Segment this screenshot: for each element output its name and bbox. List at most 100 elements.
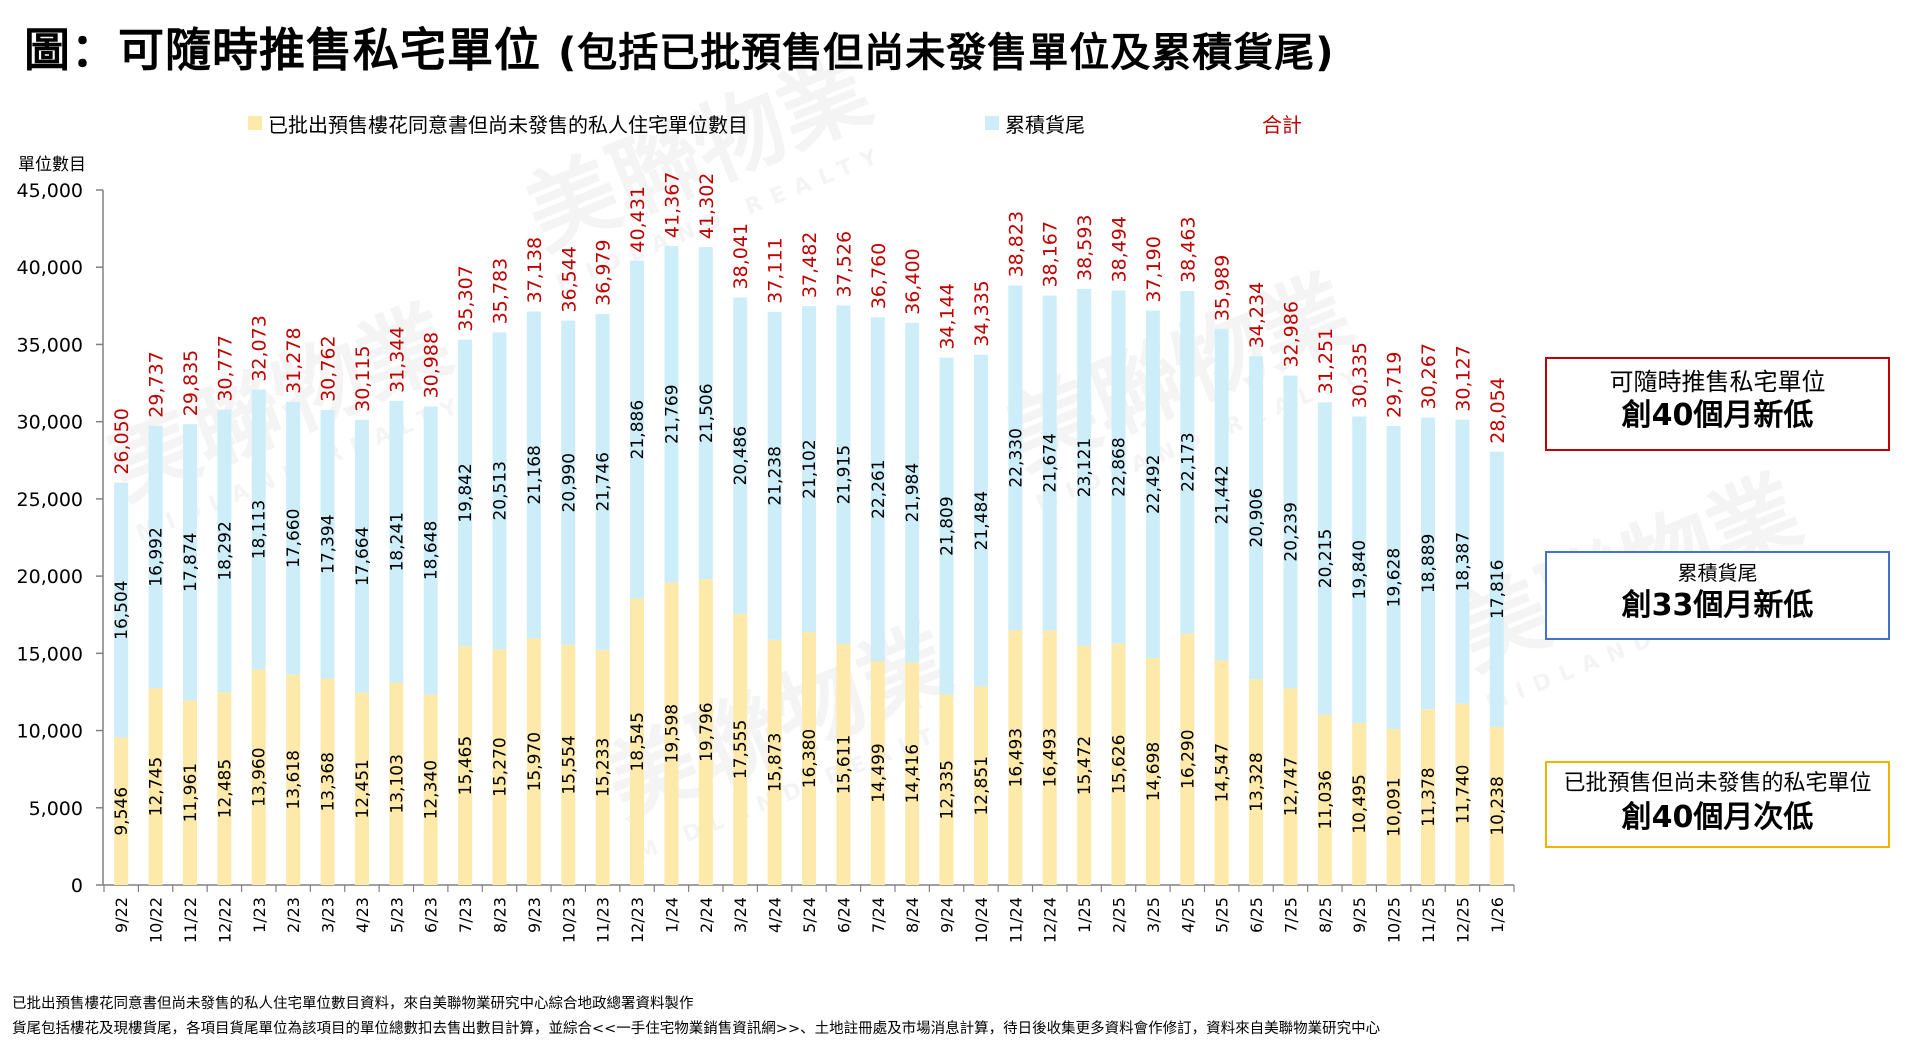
y-tick-label: 40,000: [17, 257, 83, 279]
bar-inventory: [286, 401, 301, 675]
bar-inventory: [458, 339, 473, 647]
chart-title: 圖：可隨時推售私宅單位 (包括已批預售但尚未發售單位及累積貨尾): [24, 14, 1335, 80]
bar-presale: [217, 692, 232, 885]
x-tick-label: 5/23: [387, 897, 406, 933]
data-label-inventory: 21,102: [800, 439, 820, 498]
data-label-presale: 12,335: [938, 760, 958, 819]
legend-label-presale: 已批出預售樓花同意書但尚未發售的私人住宅單位數目: [268, 112, 748, 137]
bar-inventory: [561, 320, 576, 645]
x-tick-label: 8/23: [490, 897, 509, 933]
x-tick-label: 2/24: [697, 897, 716, 933]
x-tick-label: 11/22: [181, 897, 200, 943]
data-label-inventory: 22,261: [869, 459, 889, 518]
data-label-inventory: 23,121: [1075, 438, 1095, 497]
legend-swatch-presale: [248, 116, 262, 130]
legend-item-presale: 已批出預售樓花同意書但尚未發售的私人住宅單位數目: [248, 110, 748, 137]
y-axis-title: 單位數目: [18, 155, 86, 175]
x-tick-label: 9/24: [938, 897, 957, 933]
bar-inventory: [148, 425, 163, 689]
bar-presale: [973, 686, 988, 885]
data-label-inventory: 21,769: [662, 384, 682, 443]
data-label-presale: 10,238: [1488, 776, 1508, 835]
data-label-presale: 14,416: [903, 744, 923, 803]
bar-presale: [1180, 633, 1195, 885]
bar-inventory: [1111, 290, 1126, 644]
data-label-presale: 19,796: [697, 702, 717, 761]
data-label-presale: 14,547: [1213, 743, 1233, 802]
y-tick-label: 30,000: [17, 412, 83, 434]
data-label-total: 30,267: [1418, 343, 1440, 409]
footnote-presale-source: 已批出預售樓花同意書但尚未發售的私人住宅單位數目資料，來自美聯物業研究中心綜合地…: [12, 996, 694, 1012]
x-tick-label: 12/23: [628, 897, 647, 943]
data-label-presale: 18,545: [628, 712, 648, 771]
data-label-total: 34,335: [971, 280, 993, 346]
data-label-presale: 14,698: [1144, 742, 1164, 801]
data-label-inventory: 21,809: [938, 496, 958, 555]
bar-inventory: [1421, 417, 1436, 710]
data-label-total: 35,307: [455, 265, 477, 331]
data-label-presale: 10,495: [1350, 774, 1370, 833]
bar-presale: [492, 649, 507, 885]
x-tick-label: 7/23: [456, 897, 475, 933]
data-label-total: 40,431: [627, 186, 649, 252]
data-label-inventory: 20,513: [490, 461, 510, 520]
legend-item-inventory: 累積貨尾: [985, 110, 1085, 137]
x-tick-label: 3/25: [1144, 897, 1163, 933]
bar-presale: [733, 613, 748, 885]
y-tick-label: 35,000: [17, 334, 83, 356]
data-label-total: 37,138: [524, 237, 546, 303]
bar-inventory: [698, 247, 713, 580]
bar-inventory: [767, 311, 782, 640]
bar-presale: [182, 700, 197, 885]
bar-presale: [664, 582, 679, 885]
bar-presale: [698, 579, 713, 885]
data-label-total: 32,986: [1280, 301, 1302, 367]
bar-inventory: [1077, 288, 1092, 647]
bar-inventory: [354, 419, 369, 693]
bar-presale: [905, 662, 920, 885]
data-label-presale: 13,618: [284, 750, 304, 809]
data-label-presale: 9,546: [112, 787, 132, 836]
x-tick-label: 1/26: [1488, 897, 1507, 933]
data-label-presale: 13,103: [387, 754, 407, 813]
bar-inventory: [1352, 416, 1367, 723]
bar-presale: [526, 638, 541, 885]
x-tick-label: 5/25: [1213, 897, 1232, 933]
y-tick-label: 25,000: [17, 489, 83, 511]
y-tick-label: 45,000: [17, 180, 83, 202]
data-label-inventory: 17,874: [181, 532, 201, 591]
bar-inventory: [423, 406, 438, 695]
data-label-total: 36,400: [902, 248, 924, 314]
data-label-presale: 12,851: [972, 756, 992, 815]
bar-presale: [1077, 646, 1092, 885]
data-label-inventory: 22,492: [1144, 455, 1164, 514]
legend-label-inventory: 累積貨尾: [1005, 112, 1085, 137]
bar-presale: [148, 688, 163, 885]
x-tick-label: 6/24: [834, 897, 853, 933]
data-label-inventory: 21,168: [525, 445, 545, 504]
data-label-total: 35,989: [1212, 255, 1234, 321]
data-label-presale: 15,970: [525, 732, 545, 791]
data-label-total: 38,494: [1109, 216, 1131, 282]
data-label-total: 29,719: [1384, 352, 1406, 418]
bar-inventory: [1214, 329, 1229, 661]
callout-presale-text: 創40個月次低: [1621, 800, 1814, 835]
bar-presale: [1111, 643, 1126, 885]
callout-inventory-low: 累積貨尾 創33個月新低: [1545, 551, 1890, 640]
callout-total-low: 可隨時推售私宅單位 創40個月新低: [1545, 357, 1890, 451]
callout-total-title: 可隨時推售私宅單位: [1609, 368, 1826, 396]
title-main: 圖：可隨時推售私宅單位: [24, 23, 541, 77]
data-label-total: 34,144: [937, 283, 959, 349]
callout-presale-title: 已批預售但尚未發售的私宅單位: [1563, 771, 1872, 796]
data-label-inventory: 21,442: [1213, 465, 1233, 524]
data-label-total: 30,335: [1349, 342, 1371, 408]
data-label-presale: 13,368: [319, 752, 339, 811]
data-label-total: 37,111: [765, 237, 787, 303]
x-tick-label: 11/24: [1006, 897, 1025, 943]
data-label-inventory: 21,746: [594, 452, 614, 511]
bar-inventory: [389, 400, 404, 683]
bar-inventory: [664, 246, 679, 583]
x-tick-label: 4/25: [1178, 897, 1197, 933]
x-tick-label: 3/23: [319, 897, 338, 933]
